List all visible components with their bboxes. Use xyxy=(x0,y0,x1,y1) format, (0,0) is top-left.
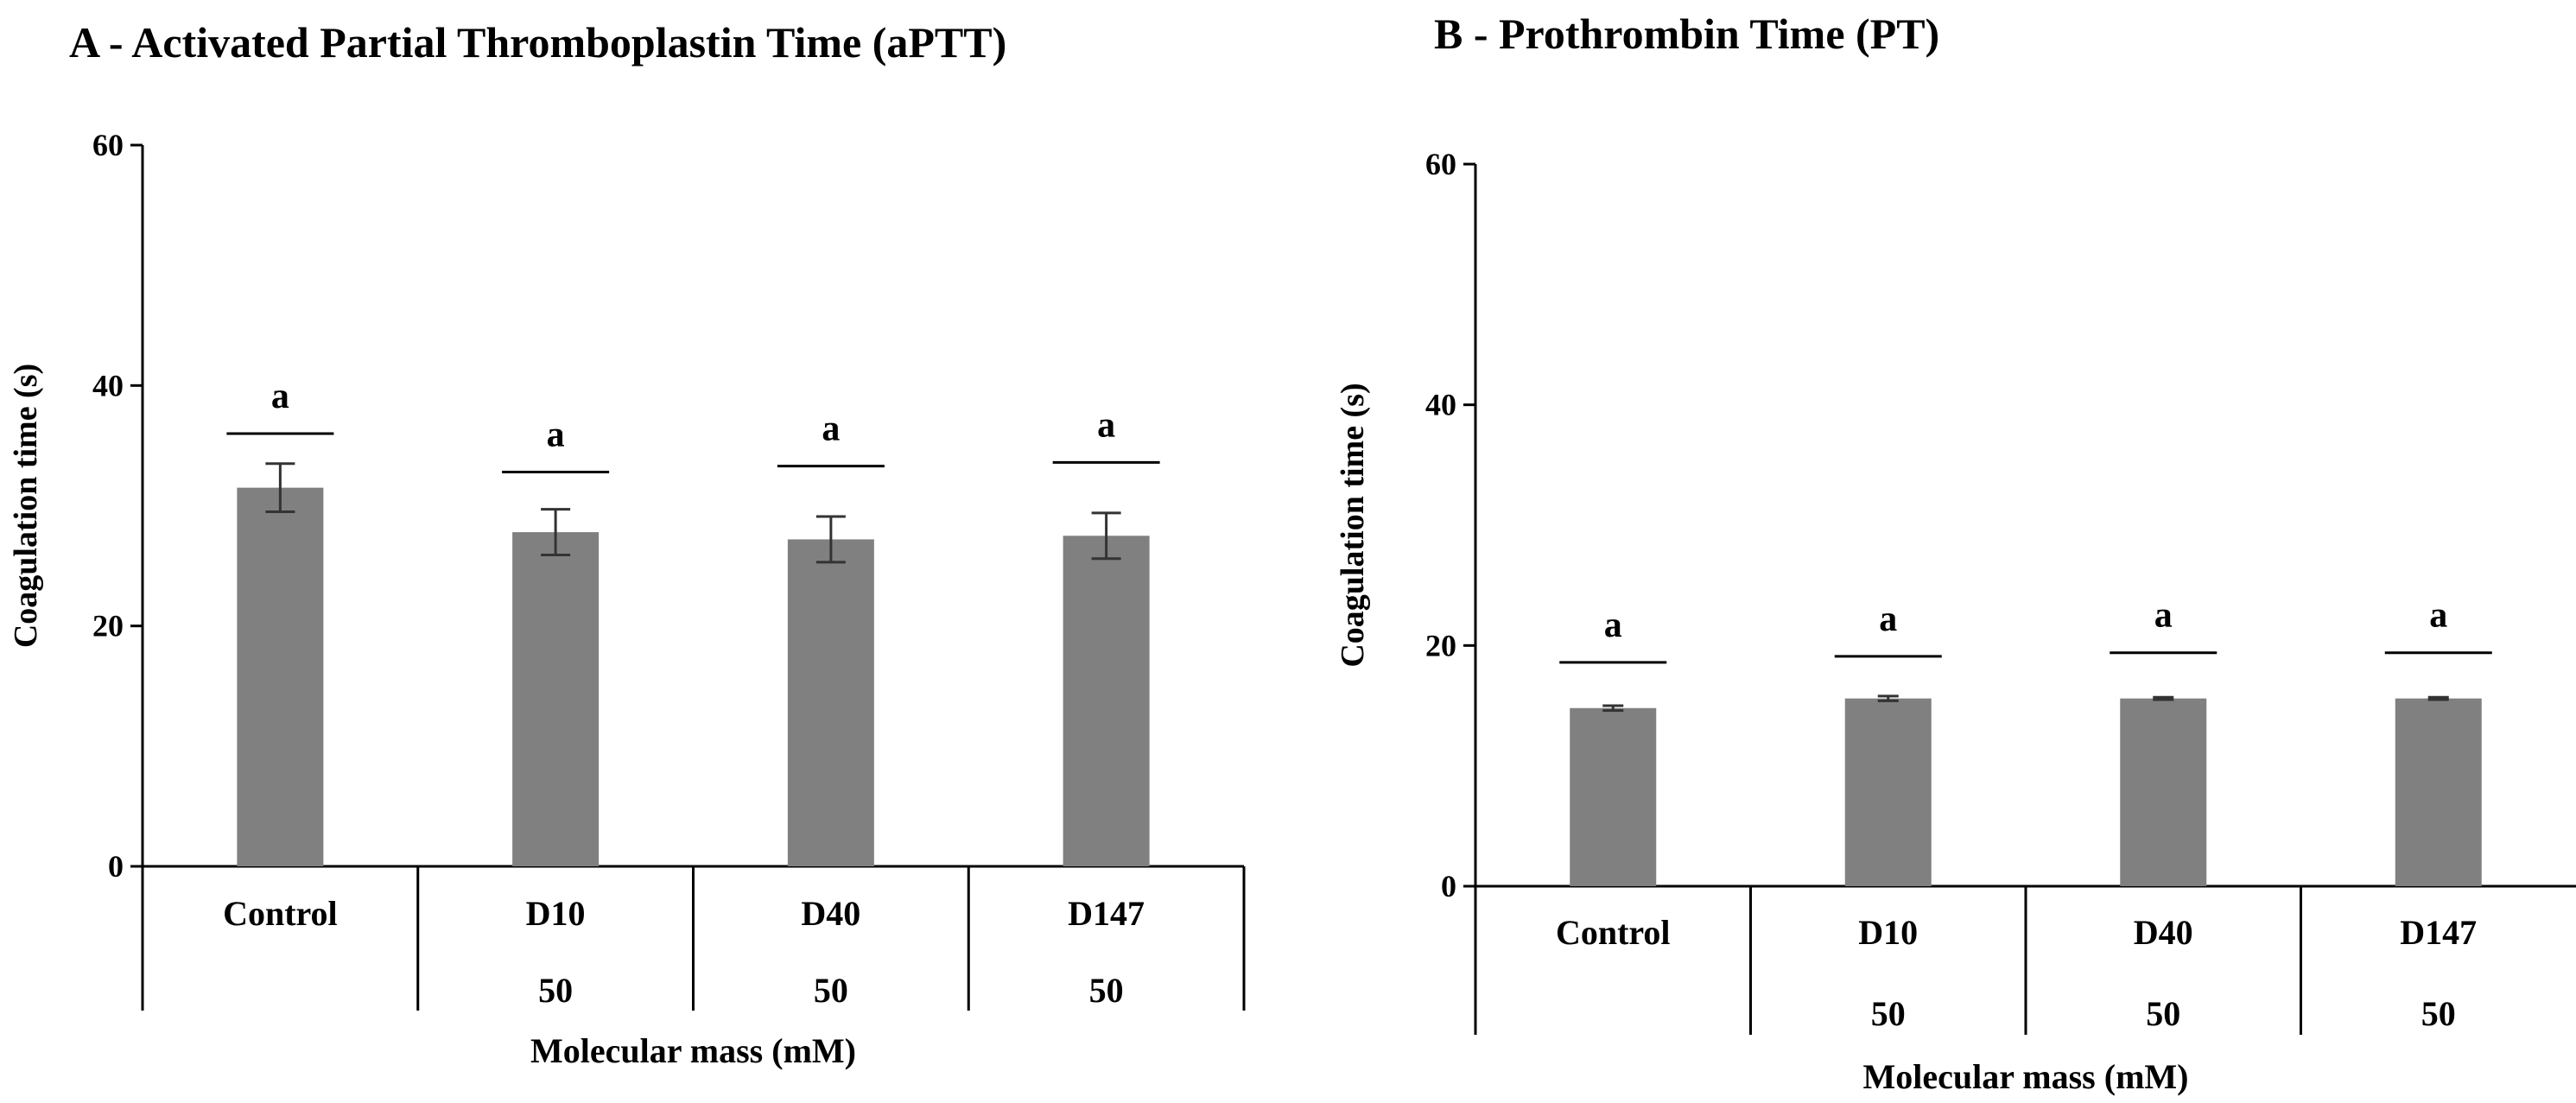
panel-a-aptt: A - Activated Partial Thromboplastin Tim… xyxy=(8,18,1246,1070)
x-category-label: Control xyxy=(223,894,338,933)
significance-letter: a xyxy=(547,415,565,455)
bar-d40 xyxy=(2120,698,2207,886)
panel-b-title: B - Prothrombin Time (PT) xyxy=(1434,10,1939,58)
x-category-label: D10 xyxy=(1858,913,1918,952)
x-category-sublabel: 50 xyxy=(2421,994,2456,1033)
y-tick-label: 20 xyxy=(92,609,124,643)
significance-letter: a xyxy=(1879,599,1897,639)
significance-letter: a xyxy=(822,409,840,449)
x-category-label: D40 xyxy=(2134,913,2193,952)
bar-d10 xyxy=(512,532,600,866)
y-axis-title: Coagulation time (s) xyxy=(1335,383,1371,667)
panel-a-title: A - Activated Partial Thromboplastin Tim… xyxy=(69,18,1006,67)
x-category-sublabel: 50 xyxy=(814,971,848,1010)
x-category-sublabel: 50 xyxy=(538,971,573,1010)
x-category-label: D10 xyxy=(526,894,586,933)
x-category-sublabel: 50 xyxy=(1871,994,1906,1033)
x-category-label: D147 xyxy=(1068,894,1145,933)
bar-d40 xyxy=(787,539,874,866)
bar-control xyxy=(237,487,324,866)
y-tick-label: 0 xyxy=(108,849,124,884)
significance-letter: a xyxy=(2429,596,2447,636)
significance-letter: a xyxy=(1604,605,1622,645)
y-tick-label: 40 xyxy=(92,368,124,403)
bar-d147 xyxy=(1063,536,1150,866)
x-category-sublabel: 50 xyxy=(1089,971,1124,1010)
significance-letter: a xyxy=(1097,405,1115,445)
x-category-label: D147 xyxy=(2400,913,2477,952)
x-category-sublabel: 50 xyxy=(2146,994,2180,1033)
significance-letter: a xyxy=(2154,596,2173,636)
significance-letter: a xyxy=(271,377,289,416)
bar-d147 xyxy=(2395,698,2482,886)
y-tick-label: 0 xyxy=(1441,869,1456,903)
y-tick-label: 20 xyxy=(1425,628,1456,662)
bar-d10 xyxy=(1844,698,1932,886)
x-axis-title: Molecular mass (mM) xyxy=(530,1031,856,1070)
x-category-label: D40 xyxy=(801,894,860,933)
y-tick-label: 40 xyxy=(1425,388,1456,422)
bar-control xyxy=(1570,707,1657,886)
y-tick-label: 60 xyxy=(92,128,124,162)
panel-b-pt: B - Prothrombin Time (PT) 0 20 40 60 a Control… xyxy=(1335,10,2576,1096)
x-category-label: Control xyxy=(1556,913,1671,952)
y-axis-title: Coagulation time (s) xyxy=(8,364,44,648)
y-tick-label: 60 xyxy=(1425,147,1456,181)
x-axis-title: Molecular mass (mM) xyxy=(1863,1057,2189,1096)
